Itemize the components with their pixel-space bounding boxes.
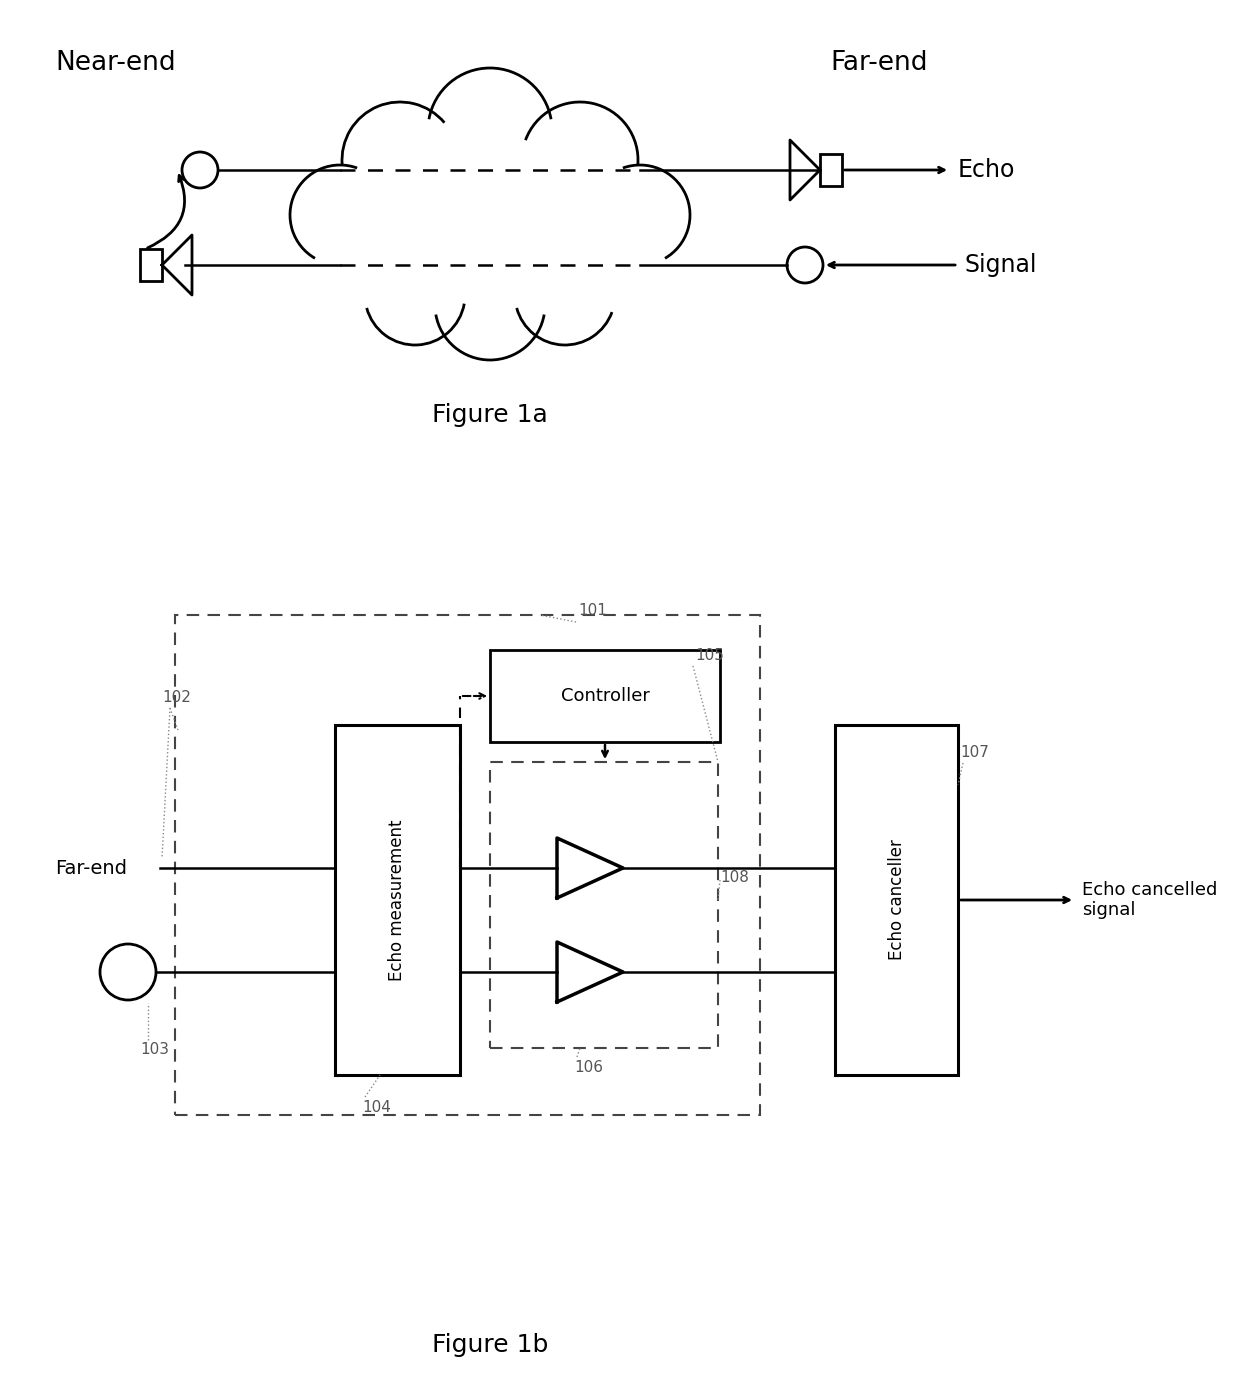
Bar <box>140 248 162 281</box>
Text: 105: 105 <box>694 648 724 663</box>
Polygon shape <box>557 942 622 1002</box>
Bar <box>820 154 842 186</box>
Text: 102: 102 <box>162 690 191 705</box>
Text: Echo cancelled
signal: Echo cancelled signal <box>1083 881 1218 920</box>
Text: Echo measurement: Echo measurement <box>388 819 407 981</box>
Bar <box>835 725 959 1075</box>
Polygon shape <box>557 838 622 898</box>
Bar <box>490 762 718 1048</box>
Text: 106: 106 <box>574 1060 603 1075</box>
Text: Figure 1b: Figure 1b <box>432 1333 548 1357</box>
Text: Figure 1a: Figure 1a <box>432 403 548 427</box>
Text: Signal: Signal <box>965 253 1038 276</box>
Bar <box>175 616 760 1115</box>
Text: Controller: Controller <box>560 687 650 705</box>
Text: Far-end: Far-end <box>830 50 928 75</box>
Text: 104: 104 <box>362 1100 391 1115</box>
Text: Near-end: Near-end <box>55 50 176 75</box>
Polygon shape <box>790 140 820 200</box>
Text: Echo canceller: Echo canceller <box>888 839 905 960</box>
Text: 108: 108 <box>720 871 749 885</box>
Text: Far-end: Far-end <box>55 859 126 878</box>
Bar <box>490 651 720 743</box>
Text: 103: 103 <box>140 1041 169 1057</box>
Text: 101: 101 <box>578 603 606 618</box>
Polygon shape <box>162 235 192 295</box>
Text: 107: 107 <box>960 745 988 759</box>
Text: Echo: Echo <box>959 158 1016 181</box>
Bar <box>335 725 460 1075</box>
